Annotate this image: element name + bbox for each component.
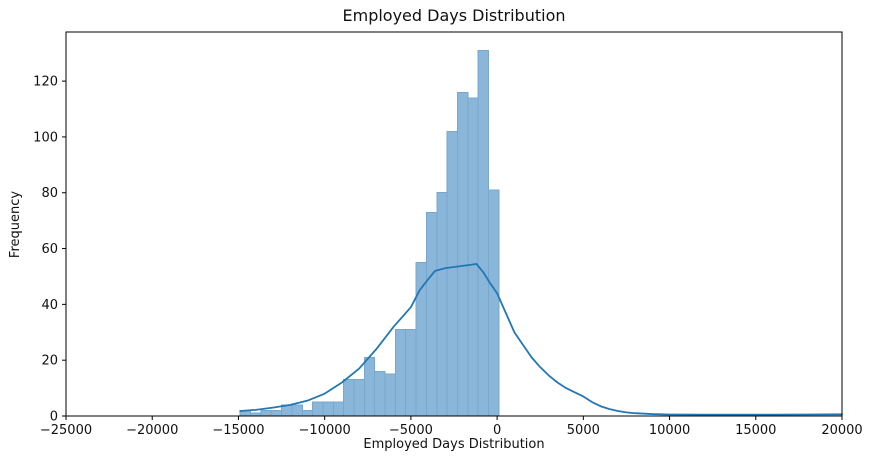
x-tick-label: 0 [493, 423, 501, 438]
histogram-bar [487, 189, 500, 417]
y-tick-label: 60 [41, 242, 58, 257]
x-tick-label: −10000 [299, 423, 351, 438]
axes-spines [65, 31, 843, 417]
histogram-bar [374, 370, 386, 417]
x-tick-label: −20000 [126, 423, 178, 438]
histogram-bar [477, 49, 489, 417]
histogram-bar [467, 97, 479, 417]
x-axis-label: Employed Days Distribution [363, 437, 545, 452]
y-tick-label: 20 [41, 354, 58, 369]
histogram-bar [446, 130, 458, 417]
x-tick-label: 5000 [567, 423, 600, 438]
x-tick-label: 20000 [821, 423, 862, 438]
y-tick-label: 80 [41, 186, 58, 201]
histogram-bar [415, 262, 427, 417]
y-axis-label-wrap: Frequency [4, 0, 28, 448]
histogram-bar [301, 409, 314, 417]
x-tick-label: 15000 [735, 423, 776, 438]
histogram-bar [322, 401, 334, 417]
y-tick-label: 40 [41, 298, 58, 313]
x-tick-label: −5000 [389, 423, 433, 438]
histogram-bar [363, 356, 376, 417]
y-tick-label: 0 [50, 409, 58, 424]
histogram-bar [260, 409, 272, 417]
histogram-bar [436, 192, 448, 417]
histogram-bar [394, 328, 407, 417]
histogram-bar [405, 328, 417, 417]
histogram-bar [332, 401, 345, 417]
histogram-bar [343, 379, 355, 417]
histogram-bar [353, 379, 365, 417]
y-tick-label: 120 [33, 75, 58, 90]
histogram-bar [456, 91, 469, 417]
chart-title: Employed Days Distribution [342, 6, 566, 25]
x-tick-label: −15000 [212, 423, 264, 438]
x-tick-label: −25000 [40, 423, 92, 438]
histogram-bar [291, 404, 303, 417]
kde-line [239, 263, 843, 416]
y-tick-label: 100 [33, 130, 58, 145]
histogram-bar [270, 409, 283, 417]
histogram-bar [384, 373, 396, 417]
histogram-bar [425, 211, 438, 417]
x-tick-label: 10000 [649, 423, 690, 438]
histogram-bar [312, 401, 324, 417]
y-axis-label: Frequency [8, 190, 24, 258]
